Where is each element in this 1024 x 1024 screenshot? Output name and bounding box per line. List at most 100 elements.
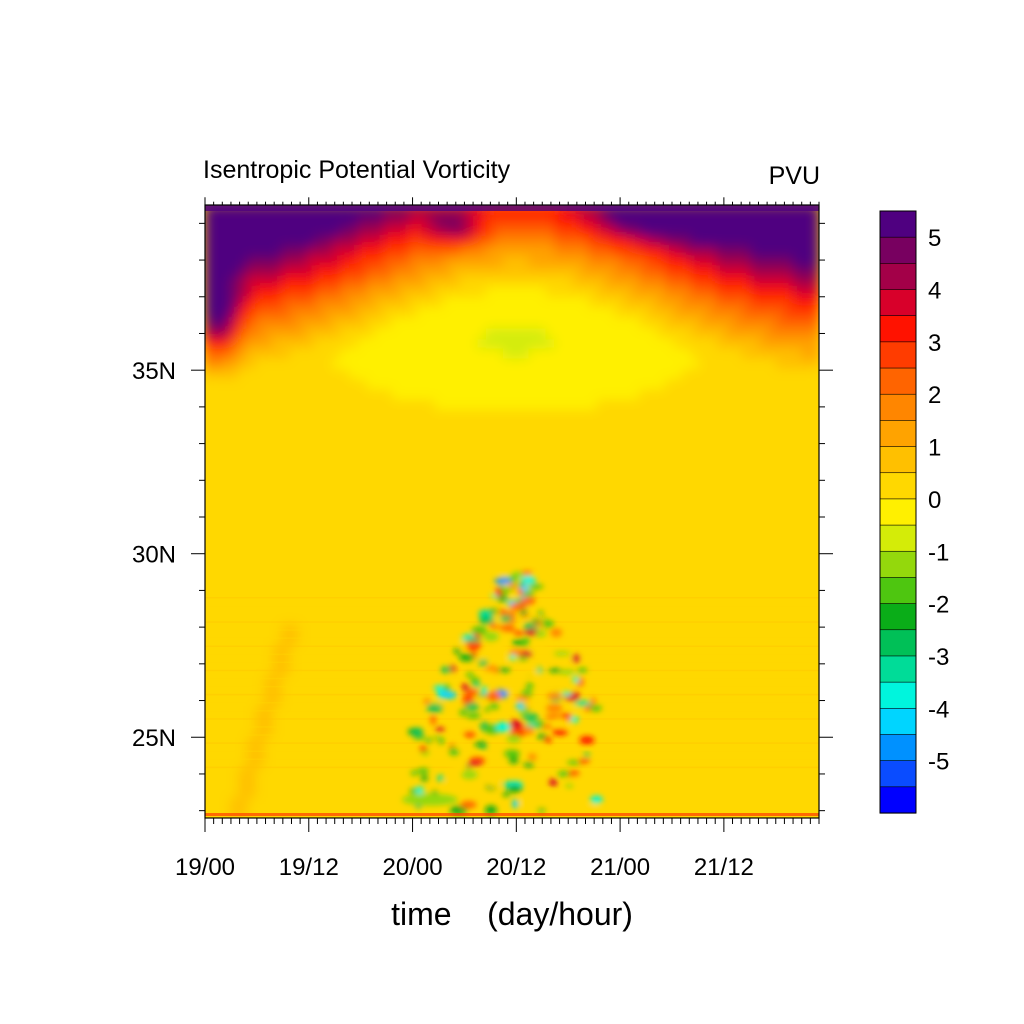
- field-cell: [289, 766, 300, 778]
- field-cell: [340, 327, 351, 339]
- field-cell: [460, 276, 470, 288]
- field-cell: [349, 449, 359, 461]
- field-cell: [809, 337, 819, 349]
- field-cell: [520, 480, 530, 492]
- field-cell: [775, 286, 786, 298]
- field-cell: [784, 541, 794, 553]
- field-cell: [571, 521, 581, 533]
- field-cell: [230, 367, 240, 380]
- field-cell: [451, 398, 462, 410]
- field-cell: [801, 480, 811, 492]
- field-cell: [716, 306, 726, 318]
- colorbar-box: [879, 734, 917, 762]
- field-cell: [605, 388, 615, 400]
- field-cell: [247, 347, 257, 359]
- field-cell: [332, 357, 342, 369]
- field-cell: [375, 725, 385, 737]
- field-cell: [247, 490, 257, 502]
- field-cell: [741, 684, 752, 696]
- field-cell: [750, 449, 760, 461]
- field-cell: [630, 776, 641, 788]
- field-cell: [792, 235, 803, 247]
- field-cell: [750, 224, 760, 237]
- field-cell: [630, 551, 641, 564]
- field-cell: [741, 643, 752, 656]
- field-cell: [366, 408, 377, 421]
- field-cell: [366, 572, 377, 584]
- field-cell: [707, 367, 718, 380]
- field-cell: [622, 296, 632, 308]
- field-cell: [613, 745, 624, 758]
- field-cell: [264, 521, 274, 533]
- field-cell: [639, 276, 649, 288]
- field-cell: [622, 807, 632, 818]
- field-cell: [358, 654, 368, 666]
- field-cell: [238, 327, 249, 339]
- field-cell: [230, 235, 240, 247]
- field-cell: [724, 367, 735, 380]
- field-cell: [332, 684, 342, 696]
- field-cell: [400, 367, 411, 380]
- field-cell: [647, 459, 658, 472]
- field-cell: [375, 439, 385, 451]
- units-label: PVU: [769, 162, 820, 190]
- field-cell: [323, 756, 334, 768]
- field-cell: [366, 562, 377, 574]
- noise-blob: [518, 707, 531, 716]
- field-cell: [340, 378, 351, 390]
- field-cell: [750, 735, 760, 747]
- field-cell: [613, 357, 624, 369]
- field-cell: [699, 797, 709, 809]
- field-cell: [221, 357, 232, 369]
- field-cell: [247, 224, 257, 237]
- field-cell: [596, 286, 607, 298]
- field-cell: [537, 511, 547, 523]
- field-cell: [537, 439, 547, 451]
- field-cell: [358, 592, 368, 604]
- field-cell: [809, 766, 819, 778]
- field-cell: [647, 378, 658, 390]
- field-cell: [554, 613, 564, 625]
- field-cell: [767, 643, 777, 656]
- field-cell: [758, 367, 769, 380]
- field-cell: [323, 459, 334, 472]
- field-cell: [716, 429, 726, 441]
- field-cell: [383, 541, 394, 553]
- field-cell: [323, 470, 334, 482]
- noise-blob: [485, 670, 495, 677]
- field-cell: [443, 654, 453, 666]
- field-cell: [750, 592, 760, 604]
- field-cell: [784, 419, 794, 431]
- field-cell: [741, 776, 752, 788]
- field-cell: [383, 459, 394, 472]
- field-cell: [247, 449, 257, 461]
- field-cell: [699, 684, 709, 696]
- field-cell: [255, 224, 266, 237]
- field-cell: [528, 214, 539, 226]
- field-cell: [247, 735, 257, 747]
- field-cell: [289, 602, 300, 615]
- field-cell: [400, 725, 411, 737]
- field-cell: [306, 521, 317, 533]
- field-cell: [750, 398, 760, 410]
- field-cell: [494, 602, 504, 615]
- field-cell: [281, 531, 291, 543]
- field-cell: [792, 367, 803, 380]
- field-cell: [554, 306, 564, 318]
- field-cell: [554, 551, 564, 564]
- field-cell: [417, 265, 428, 278]
- noise-blob: [528, 644, 539, 652]
- field-cell: [281, 367, 291, 380]
- field-cell: [426, 337, 436, 349]
- field-cell: [665, 398, 675, 410]
- field-cell: [741, 276, 752, 288]
- field-cell: [306, 674, 317, 686]
- field-cell: [792, 715, 803, 727]
- field-cell: [699, 766, 709, 778]
- field-cell: [315, 633, 325, 645]
- field-cell: [417, 490, 428, 502]
- field-cell: [750, 541, 760, 553]
- field-cell: [485, 654, 496, 666]
- field-cell: [306, 470, 317, 482]
- field-cell: [767, 521, 777, 533]
